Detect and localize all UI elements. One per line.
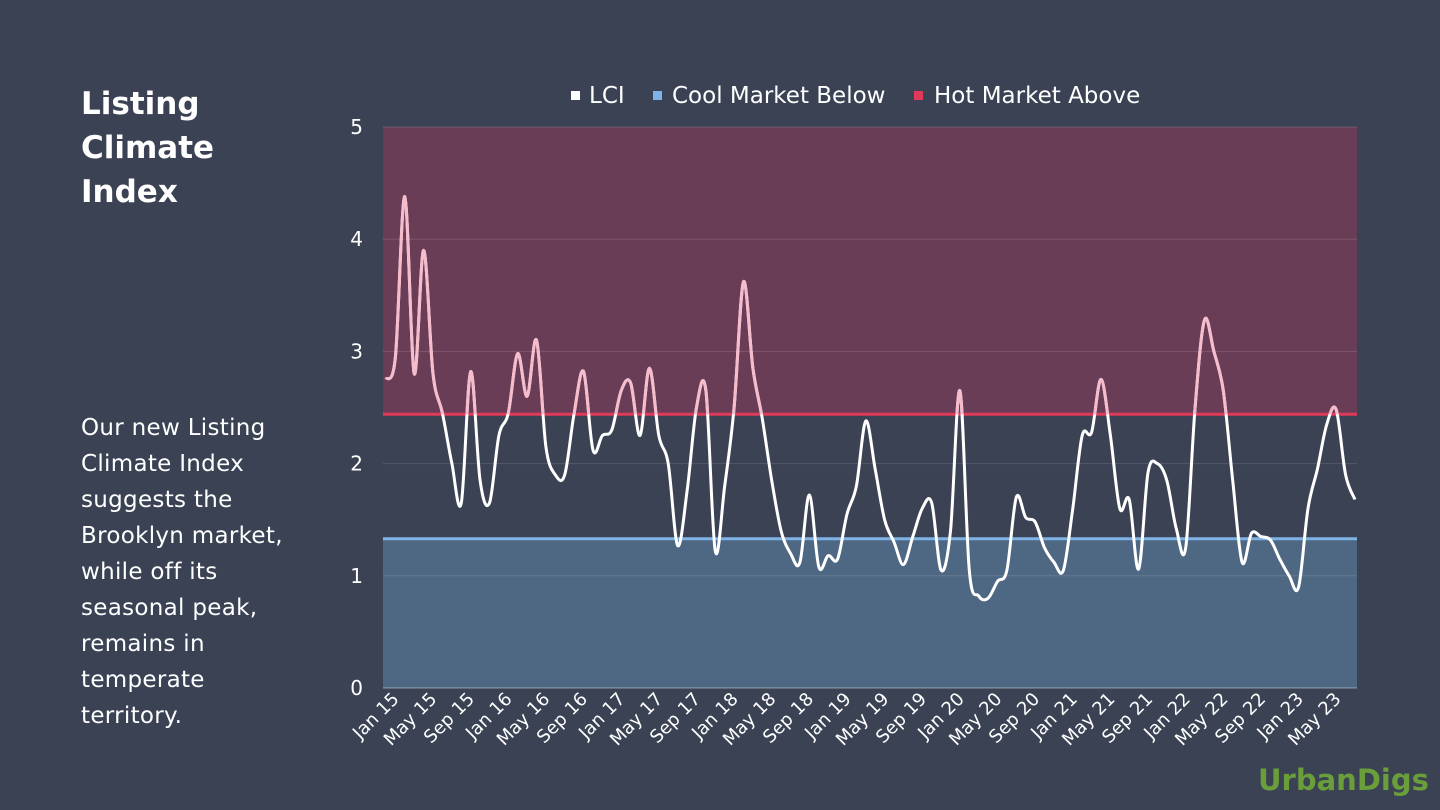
y-tick-label: 4	[350, 227, 363, 251]
legend-swatch	[914, 91, 923, 100]
description-text: Our new Listing Climate Index suggests t…	[81, 415, 283, 729]
legend-swatch	[653, 91, 662, 100]
y-tick-label: 5	[350, 115, 363, 139]
lci-series-line-hot	[384, 195, 1339, 415]
legend-label: LCI	[589, 83, 625, 109]
cool-market-zone	[383, 538, 1357, 688]
brand-logo: UrbanDigs	[1258, 763, 1429, 797]
y-tick-label: 2	[350, 452, 363, 476]
legend-swatch	[571, 91, 580, 100]
hot-market-zone	[383, 127, 1357, 415]
y-tick-label: 0	[350, 676, 363, 700]
y-tick-label: 3	[350, 339, 363, 363]
legend-label: Cool Market Below	[672, 83, 885, 109]
y-tick-label: 1	[350, 564, 363, 588]
legend-label: Hot Market Above	[934, 83, 1140, 109]
chart-title: Listing Climate Index	[81, 86, 215, 210]
